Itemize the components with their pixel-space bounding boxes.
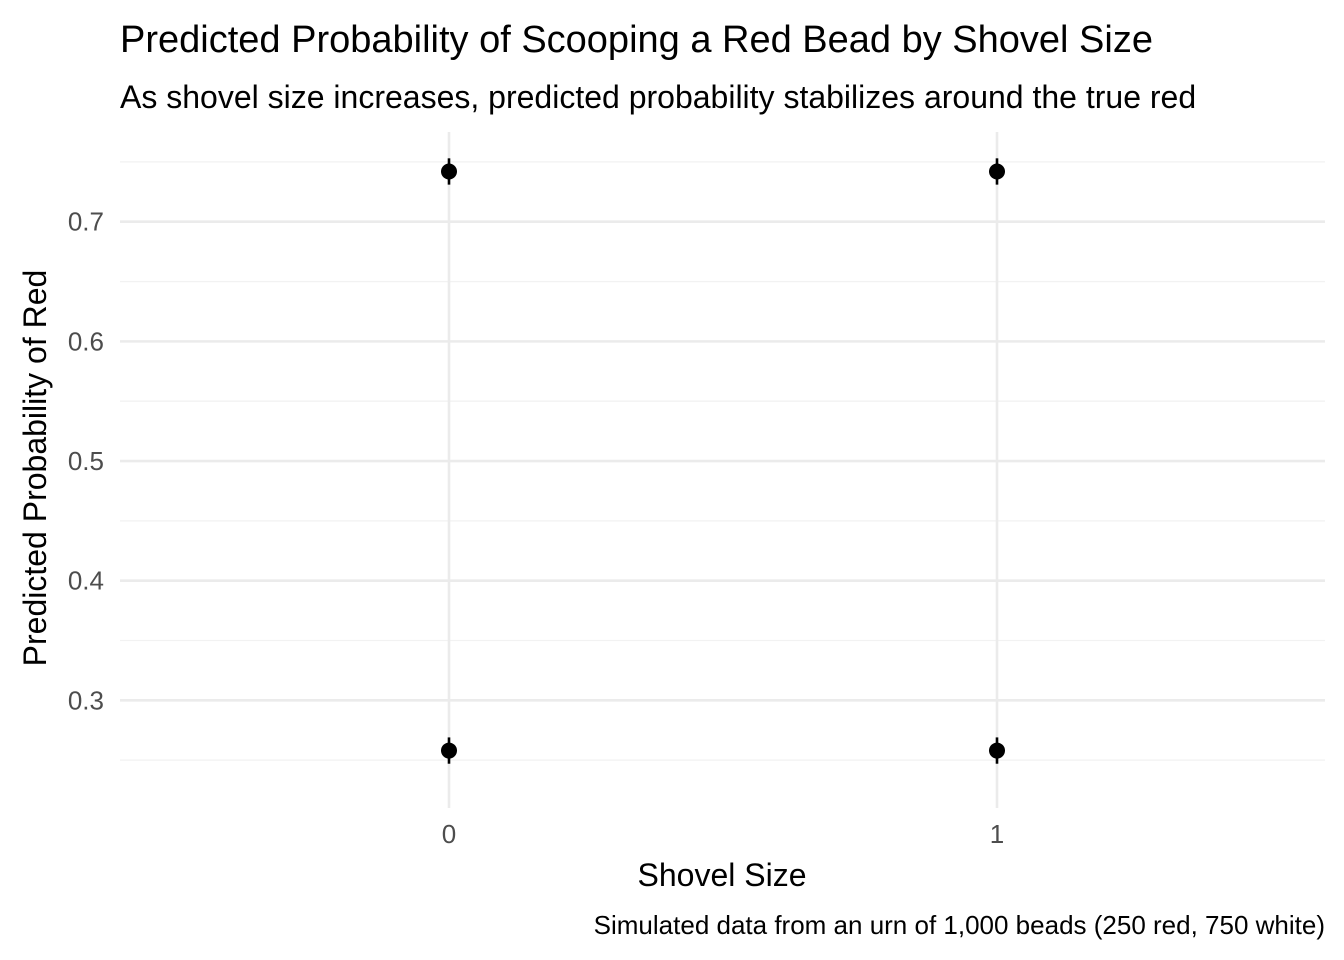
chart-title: Predicted Probability of Scooping a Red …: [120, 19, 1153, 61]
y-tick-label: 0.7: [68, 207, 104, 237]
y-tick-label: 0.5: [68, 446, 104, 476]
y-axis-ticks: 0.3 0.4 0.5 0.6 0.7: [68, 207, 104, 716]
x-axis-title: Shovel Size: [638, 857, 807, 893]
y-tick-label: 0.4: [68, 566, 104, 596]
x-tick-label: 0: [442, 819, 456, 849]
grid: [120, 132, 1325, 808]
data-points: [441, 163, 1005, 759]
chart-caption: Simulated data from an urn of 1,000 bead…: [594, 910, 1325, 940]
data-point: [989, 163, 1005, 180]
data-point: [441, 742, 457, 759]
data-point: [441, 163, 457, 180]
y-tick-label: 0.3: [68, 685, 104, 715]
y-axis-title: Predicted Probability of Red: [17, 270, 53, 667]
x-tick-label: 1: [990, 819, 1004, 849]
chart-subtitle: As shovel size increases, predicted prob…: [120, 79, 1196, 115]
y-tick-label: 0.6: [68, 326, 104, 356]
data-point: [989, 742, 1005, 759]
